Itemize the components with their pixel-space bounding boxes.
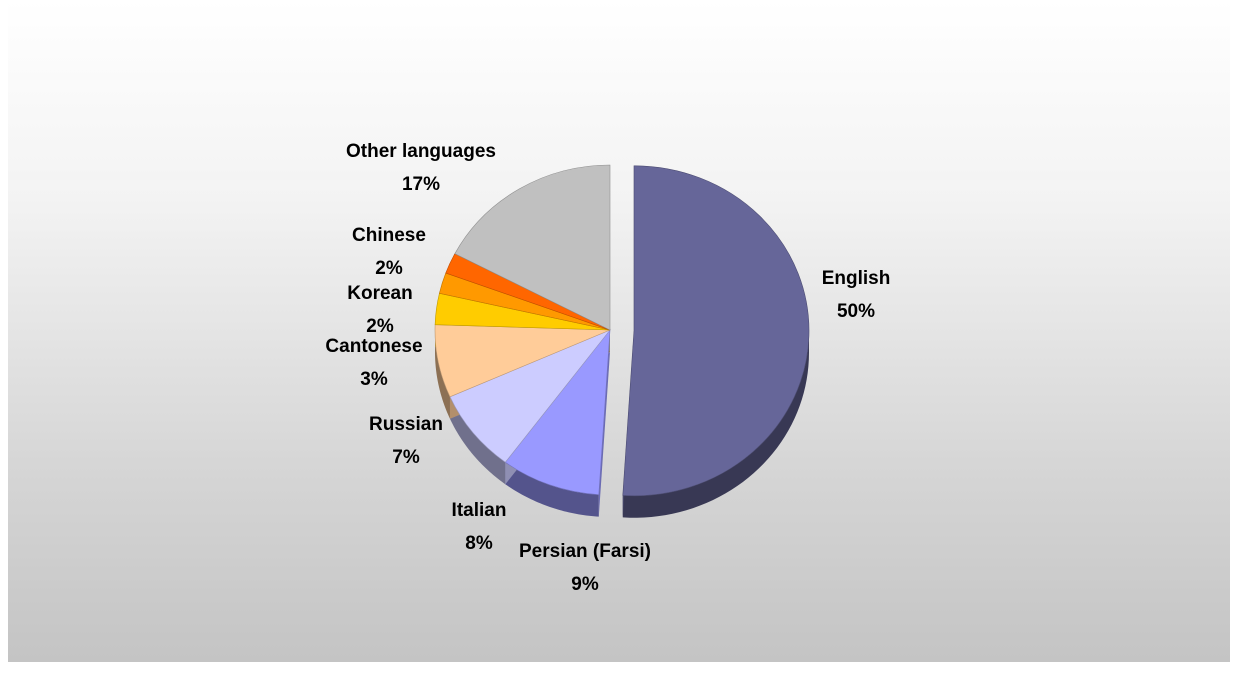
pie-chart: English 50% Persian (Farsi) 9% Italian 8% Russ… xyxy=(325,141,890,595)
slice-label-chinese: Chinese xyxy=(352,225,426,246)
chart-panel: English 50% Persian (Farsi) 9% Italian 8% Russ… xyxy=(8,0,1230,662)
slice-label-english: English xyxy=(822,268,891,289)
slice-value-russian: 7% xyxy=(392,447,420,468)
slice-value-chinese: 2% xyxy=(375,258,403,279)
pie-slice-other-languages xyxy=(454,164,611,331)
slice-value-cantonese: 3% xyxy=(360,369,388,390)
slice-side-persian-farsi- xyxy=(505,462,599,517)
slice-value-english: 50% xyxy=(837,301,875,322)
slice-value-other-languages: 17% xyxy=(402,174,440,195)
slice-value-persian-farsi: 9% xyxy=(571,574,599,595)
pie-slice-english xyxy=(622,165,810,497)
slice-value-korean: 2% xyxy=(366,316,394,337)
pie-labels: English 50% Persian (Farsi) 9% Italian 8% Russ… xyxy=(325,141,890,595)
slice-side-russian xyxy=(435,330,450,419)
slice-wall xyxy=(598,330,610,517)
pie-slice-persian-farsi xyxy=(504,329,611,495)
pie-slices xyxy=(434,164,810,497)
slice-label-persian-farsi: Persian (Farsi) xyxy=(519,541,651,562)
slice-label-korean: Korean xyxy=(347,283,412,304)
slice-side-english xyxy=(622,330,809,518)
pie-slice-italian xyxy=(449,329,611,463)
slice-label-russian: Russian xyxy=(369,414,443,435)
slice-value-italian: 8% xyxy=(465,533,493,554)
slice-side-italian xyxy=(449,396,506,485)
slice-label-other-languages: Other languages xyxy=(346,141,496,162)
slice-label-cantonese: Cantonese xyxy=(325,336,422,357)
slice-label-italian: Italian xyxy=(452,500,507,521)
